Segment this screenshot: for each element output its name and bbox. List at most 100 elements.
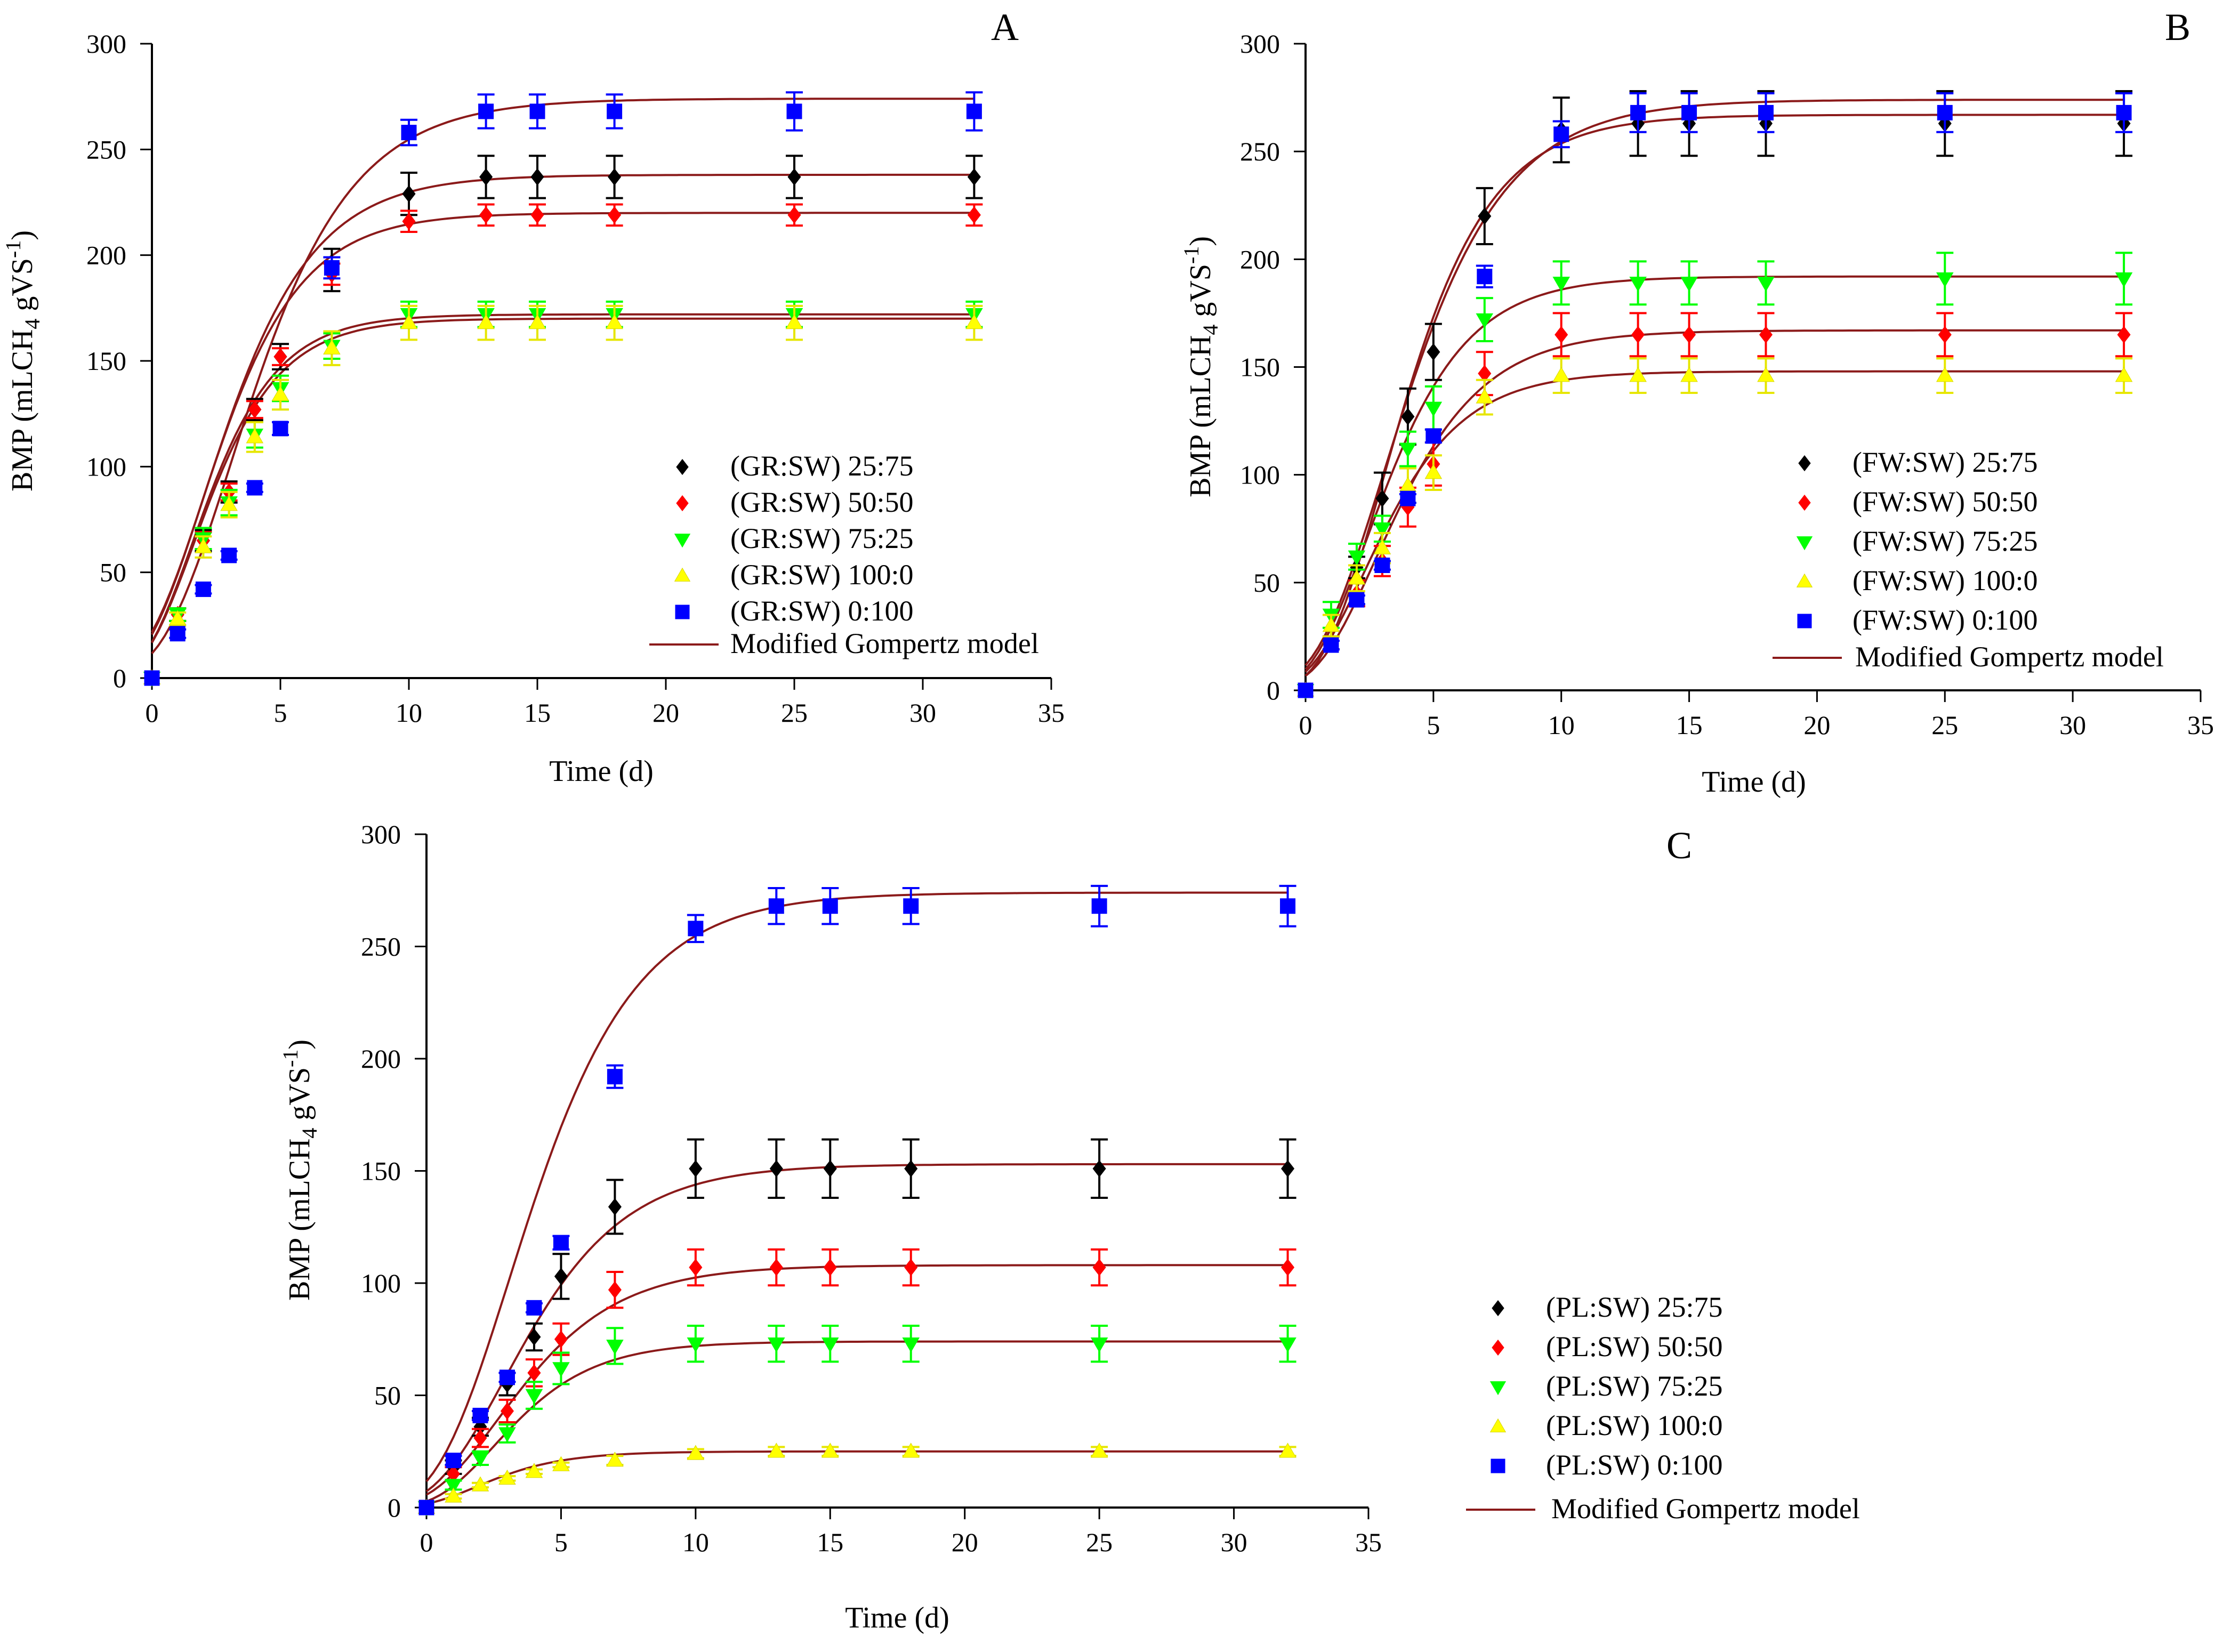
legend-model-label: Modified Gompertz model bbox=[730, 627, 1039, 659]
data-point bbox=[902, 1443, 920, 1458]
series bbox=[417, 1324, 1296, 1517]
data-point bbox=[1280, 898, 1296, 914]
data-point bbox=[471, 1452, 489, 1467]
x-tick-label: 25 bbox=[1086, 1527, 1113, 1557]
y-axis-label: BMP (mLCH4 gVS-1) bbox=[278, 1039, 321, 1301]
data-point bbox=[273, 348, 287, 366]
x-axis-label: Time (d) bbox=[845, 1601, 949, 1634]
data-point bbox=[1348, 569, 1366, 585]
panel-letter: A bbox=[991, 6, 1019, 49]
x-tick-label: 35 bbox=[1355, 1527, 1382, 1557]
series bbox=[1296, 357, 2133, 697]
x-tick-label: 25 bbox=[1931, 710, 1958, 740]
legend: (FW:SW) 25:75 (FW:SW) 50:50 (FW:SW) 75:25 (… bbox=[1773, 446, 2164, 673]
data-point bbox=[606, 314, 623, 329]
data-point bbox=[1757, 367, 1775, 382]
legend-marker bbox=[1798, 455, 1811, 472]
data-point bbox=[1425, 428, 1441, 444]
x-tick-label: 5 bbox=[554, 1527, 568, 1557]
series bbox=[1296, 252, 2133, 699]
legend-marker bbox=[674, 567, 691, 582]
data-point bbox=[1427, 343, 1440, 361]
data-point bbox=[529, 103, 545, 119]
data-point bbox=[1373, 539, 1391, 554]
data-point bbox=[1090, 1337, 1108, 1353]
x-tick-label: 30 bbox=[909, 698, 936, 728]
data-point bbox=[323, 339, 341, 354]
x-tick-label: 10 bbox=[1548, 710, 1575, 740]
legend-label: (PL:SW) 0:100 bbox=[1546, 1449, 1723, 1481]
data-point bbox=[689, 1160, 703, 1178]
data-point bbox=[479, 168, 493, 186]
data-point bbox=[1629, 367, 1647, 382]
model-curve bbox=[425, 1264, 1288, 1496]
data-point bbox=[500, 1402, 514, 1420]
data-point bbox=[473, 1429, 487, 1447]
data-point bbox=[1374, 557, 1390, 573]
data-point bbox=[402, 212, 416, 230]
data-point bbox=[687, 1445, 705, 1460]
y-tick-label: 50 bbox=[1253, 568, 1280, 598]
y-tick-label: 300 bbox=[361, 819, 401, 849]
data-point bbox=[1424, 464, 1443, 479]
data-point bbox=[2117, 326, 2131, 344]
data-point bbox=[1758, 104, 1774, 120]
data-point bbox=[903, 898, 919, 914]
data-point bbox=[1477, 269, 1493, 285]
data-point bbox=[1936, 272, 1954, 288]
data-point bbox=[418, 1500, 434, 1516]
y-axis-label: BMP (mLCH4 gVS-1) bbox=[1, 230, 44, 491]
legend: (PL:SW) 25:75 (PL:SW) 50:50 (PL:SW) 75:25 (… bbox=[1466, 1291, 1860, 1525]
data-point bbox=[821, 1337, 839, 1353]
data-point bbox=[967, 206, 981, 224]
data-point bbox=[904, 1160, 918, 1178]
data-point bbox=[607, 103, 623, 119]
legend-label: (GR:SW) 25:75 bbox=[730, 450, 914, 482]
data-point bbox=[687, 1337, 705, 1353]
data-point bbox=[2115, 367, 2133, 382]
data-point bbox=[768, 1443, 785, 1458]
x-tick-label: 25 bbox=[781, 698, 808, 728]
data-point bbox=[1630, 104, 1646, 120]
data-point bbox=[1279, 1337, 1296, 1353]
data-point bbox=[823, 1160, 837, 1178]
data-point bbox=[499, 1369, 515, 1385]
data-point bbox=[1757, 277, 1775, 292]
legend-label: (GR:SW) 0:100 bbox=[730, 595, 914, 627]
x-tick-label: 5 bbox=[1427, 710, 1440, 740]
y-tick-label: 100 bbox=[361, 1268, 401, 1298]
data-point bbox=[1399, 442, 1417, 458]
y-tick-label: 50 bbox=[100, 558, 126, 587]
data-point bbox=[1281, 1259, 1295, 1276]
data-point bbox=[498, 1469, 516, 1485]
data-point bbox=[785, 314, 803, 329]
legend-label: (GR:SW) 75:25 bbox=[730, 522, 914, 554]
data-point bbox=[528, 314, 546, 329]
data-point bbox=[1092, 1160, 1106, 1178]
data-point bbox=[608, 168, 622, 186]
x-tick-label: 15 bbox=[1676, 710, 1703, 740]
data-point bbox=[823, 1259, 837, 1276]
data-point bbox=[478, 103, 494, 119]
data-point bbox=[607, 1069, 623, 1085]
legend-label: (FW:SW) 0:100 bbox=[1853, 604, 2037, 636]
data-point bbox=[1476, 388, 1494, 404]
data-point bbox=[966, 103, 982, 119]
data-point bbox=[195, 538, 212, 553]
data-point bbox=[498, 1427, 516, 1443]
legend-label: (PL:SW) 100:0 bbox=[1546, 1409, 1723, 1441]
x-tick-label: 30 bbox=[2059, 710, 2086, 740]
y-tick-label: 250 bbox=[86, 134, 126, 164]
data-point bbox=[1552, 367, 1570, 382]
x-tick-label: 0 bbox=[146, 698, 159, 728]
data-point bbox=[402, 185, 416, 203]
x-tick-label: 30 bbox=[1221, 1527, 1247, 1557]
data-point bbox=[1349, 592, 1365, 608]
data-point bbox=[606, 1452, 624, 1467]
data-point bbox=[904, 1259, 918, 1276]
data-point bbox=[144, 670, 160, 686]
data-point bbox=[1629, 277, 1647, 292]
data-point bbox=[902, 1337, 920, 1353]
data-point bbox=[221, 547, 237, 563]
